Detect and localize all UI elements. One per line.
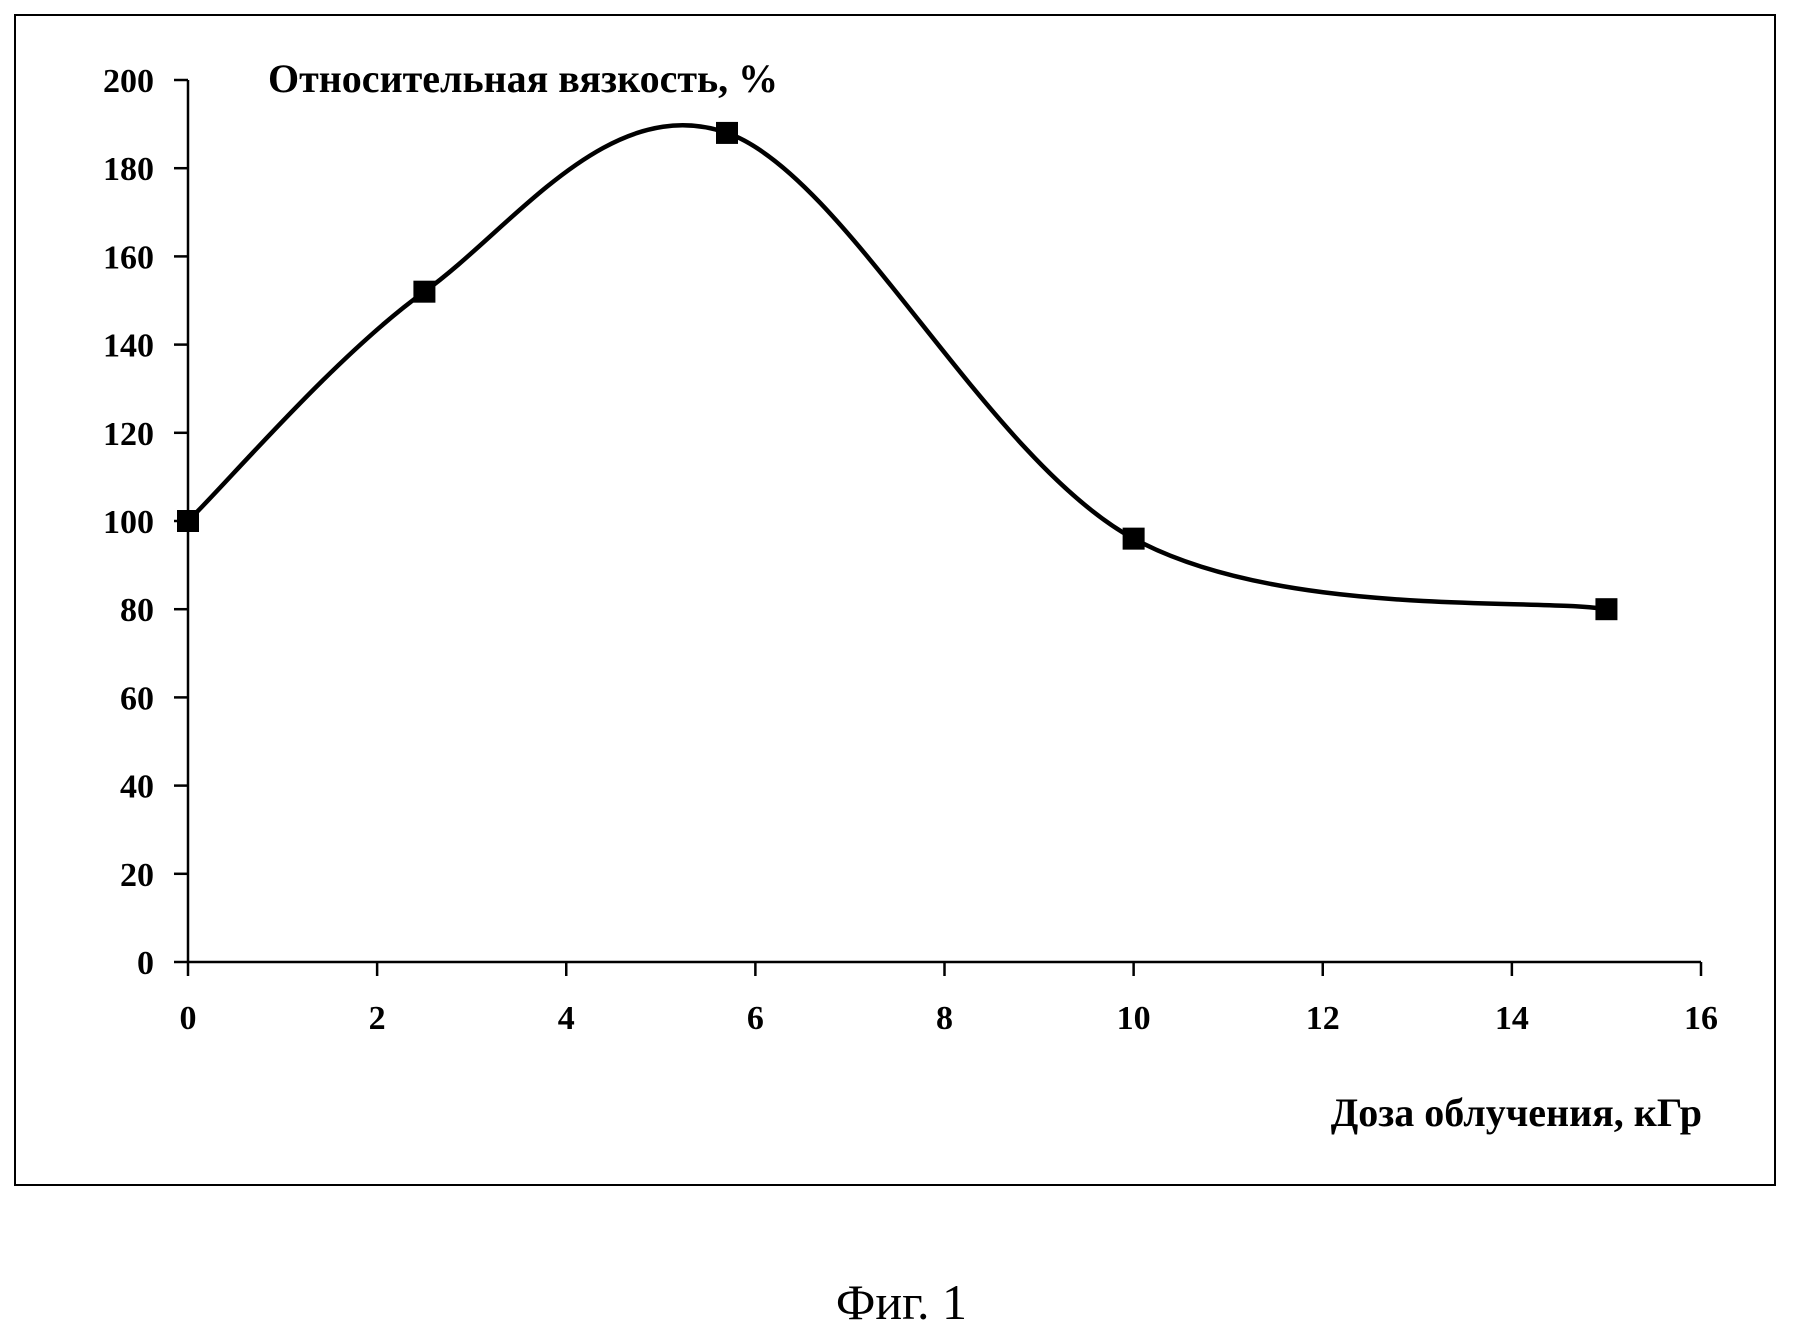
- x-tick-label: 16: [1684, 1000, 1718, 1037]
- data-point-marker: [413, 280, 436, 303]
- x-tick-label: 12: [1306, 1000, 1340, 1037]
- x-tick-label: 0: [180, 1000, 197, 1037]
- tick-labels: 0 20 40 60 80 100 120 140 160 180 200 0 2 4 6 8 10 12 14 16: [103, 63, 1718, 1037]
- x-axis-title: Доза облучения, кГр: [1331, 1090, 1702, 1135]
- y-tick-label: 80: [120, 592, 154, 629]
- y-tick-label: 160: [103, 239, 154, 276]
- axis-ticks: [174, 78, 1703, 976]
- y-tick-label: 180: [103, 151, 154, 188]
- x-tick-label: 6: [747, 1000, 764, 1037]
- data-markers: [177, 121, 1618, 621]
- x-tick-label: 4: [558, 1000, 575, 1037]
- x-tick-label: 2: [369, 1000, 386, 1037]
- series-line-layer: [185, 123, 1609, 612]
- y-tick-label: 120: [103, 416, 154, 453]
- y-tick-label: 0: [137, 945, 154, 982]
- series-line: [185, 123, 1609, 612]
- y-tick-label: 60: [120, 680, 154, 717]
- data-point-marker: [716, 121, 739, 144]
- y-tick-label: 40: [120, 769, 154, 806]
- data-point-marker: [1595, 598, 1618, 621]
- figure-caption: Фиг. 1: [835, 1274, 968, 1330]
- y-tick-label: 140: [103, 328, 154, 365]
- y-tick-label: 20: [120, 857, 154, 894]
- y-tick-label: 100: [103, 504, 154, 541]
- y-tick-label: 200: [103, 63, 154, 100]
- chart-frame: [14, 14, 1776, 1186]
- x-tick-label: 8: [936, 1000, 953, 1037]
- axes: [186, 80, 1701, 964]
- x-tick-label: 14: [1495, 1000, 1529, 1037]
- data-point-marker: [177, 510, 199, 532]
- x-tick-label: 10: [1117, 1000, 1151, 1037]
- data-point-marker: [1122, 527, 1145, 550]
- y-axis-title: Относительная вязкость, %: [268, 56, 778, 101]
